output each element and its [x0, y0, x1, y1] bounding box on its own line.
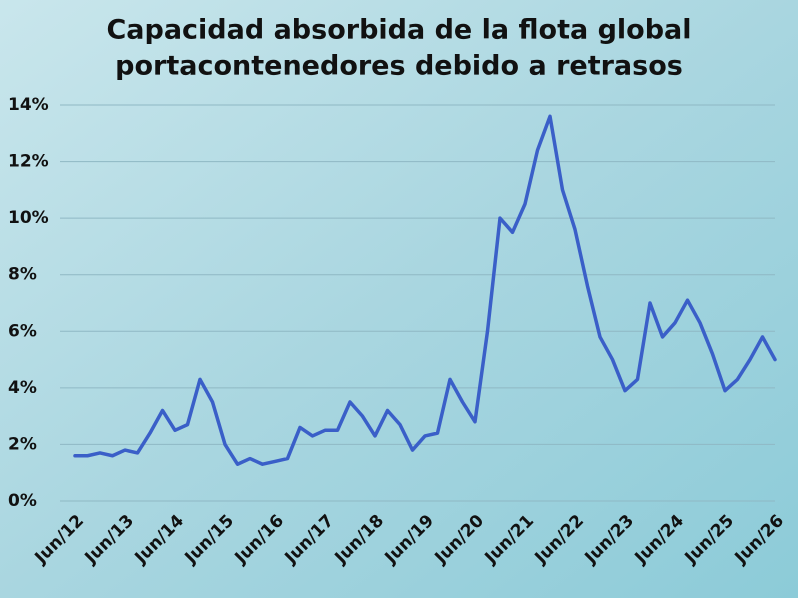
y-tick-label: 14% — [8, 95, 49, 115]
y-tick-label: 4% — [8, 378, 37, 398]
y-tick-label: 2% — [8, 434, 37, 454]
y-tick-label: 0% — [8, 491, 37, 511]
y-tick-label: 6% — [8, 321, 37, 341]
y-tick-label: 8% — [8, 265, 37, 285]
chart-title: Capacidad absorbida de la flota global — [106, 15, 691, 46]
y-tick-label: 10% — [8, 208, 49, 228]
data-line — [73, 114, 777, 466]
chart-title: portacontenedores debido a retrasos — [115, 51, 683, 82]
y-tick-label: 12% — [8, 152, 49, 172]
